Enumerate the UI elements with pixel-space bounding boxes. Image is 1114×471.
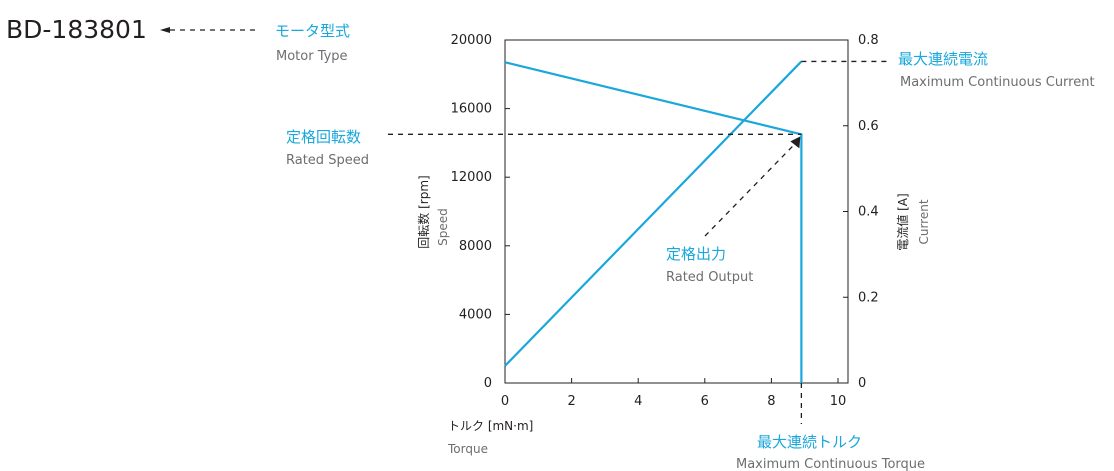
motor-type-en: Motor Type xyxy=(276,49,348,64)
y-left-tick-label: 12000 xyxy=(451,170,492,185)
x-axis-label-en: Torque xyxy=(447,442,488,456)
y-left-tick-label: 4000 xyxy=(459,307,492,322)
y-left-axis-label-jp: 回転数 [rpm] xyxy=(416,175,431,248)
motor-type-arrowhead xyxy=(160,27,170,33)
x-axis-label-jp: トルク [mN·m] xyxy=(448,419,533,433)
y-right-tick-label: 0.2 xyxy=(858,290,879,305)
model-label: BD-183801 xyxy=(6,15,147,44)
y-left-tick-label: 20000 xyxy=(451,33,492,48)
y-left-axis-label-en: Speed xyxy=(436,208,450,246)
rated-speed-jp: 定格回転数 xyxy=(286,128,361,146)
rated-output-arrowhead xyxy=(790,136,801,149)
x-tick-label: 4 xyxy=(634,394,642,409)
y-right-axis-label-jp: 電流値 [A] xyxy=(895,193,910,250)
y-left-tick-label: 0 xyxy=(484,376,492,391)
plot-area: 0 2 4 6 8 10 0 4000 8000 12000 16000 20000 0 0.2 0.4 0.… xyxy=(388,33,890,424)
y-right-tick-label: 0.4 xyxy=(858,205,879,220)
rated-output-leader xyxy=(704,139,799,237)
max-current-en: Maximum Continuous Current xyxy=(900,75,1095,90)
current-line xyxy=(504,60,803,367)
rated-speed-en: Rated Speed xyxy=(286,153,369,168)
y-left-tick-label: 16000 xyxy=(451,102,492,117)
max-torque-jp: 最大連続トルク xyxy=(757,433,862,451)
y-right-axis-label-en: Current xyxy=(917,199,931,244)
x-tick-label: 2 xyxy=(567,394,575,409)
y-right-tick-label: 0.6 xyxy=(858,119,879,134)
motor-type-jp: モータ型式 xyxy=(275,22,350,40)
y-right-tick-label: 0 xyxy=(858,376,866,391)
max-current-jp: 最大連続電流 xyxy=(898,50,988,68)
y-left-tick-label: 8000 xyxy=(459,239,492,254)
x-tick-label: 6 xyxy=(701,394,709,409)
x-tick-label: 10 xyxy=(830,394,847,409)
max-torque-en: Maximum Continuous Torque xyxy=(736,457,925,471)
x-tick-label: 0 xyxy=(501,394,509,409)
rated-output-en: Rated Output xyxy=(666,270,753,285)
plot-frame xyxy=(504,39,849,384)
rated-output-jp: 定格出力 xyxy=(666,245,726,263)
x-tick-label: 8 xyxy=(767,394,775,409)
y-right-tick-label: 0.8 xyxy=(858,33,879,48)
speed-line xyxy=(504,61,803,383)
